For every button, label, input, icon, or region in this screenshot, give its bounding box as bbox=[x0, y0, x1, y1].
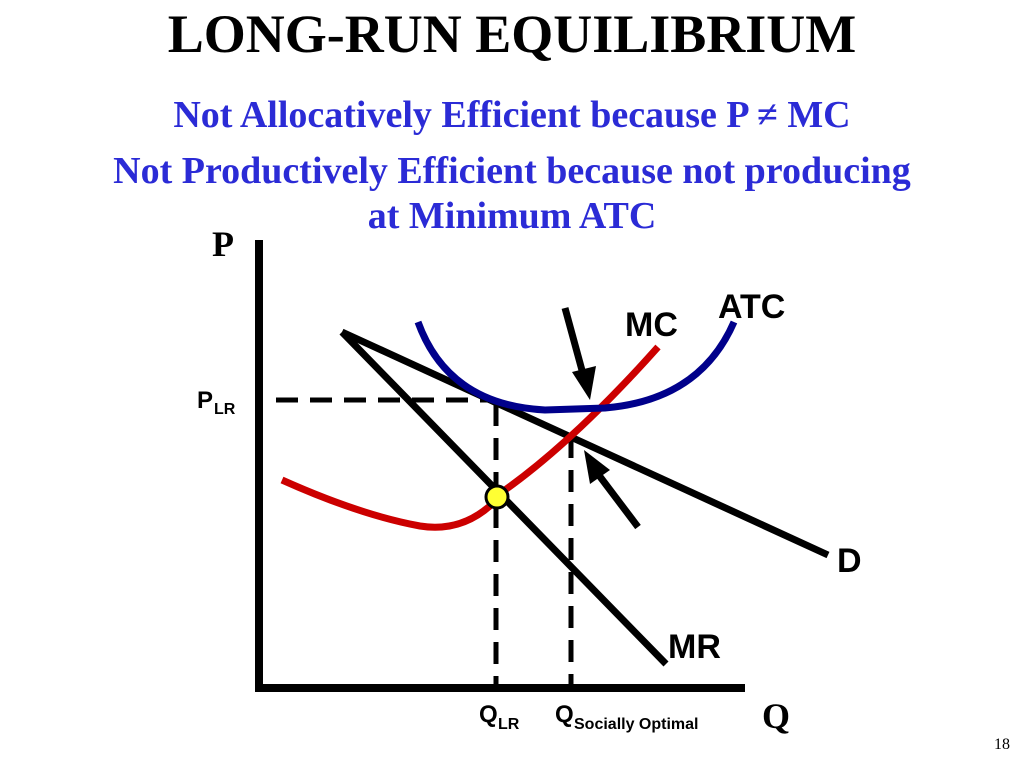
quantity-lr-label: Q LR bbox=[479, 701, 520, 733]
subtitle-productive: Not Productively Efficient because not p… bbox=[113, 150, 911, 192]
y-axis-label: P bbox=[212, 224, 234, 264]
mr-label: MR bbox=[668, 628, 721, 666]
svg-text:LR: LR bbox=[214, 401, 236, 418]
subtitle-allocative: Not Allocatively Efficient because P ≠ M… bbox=[173, 94, 851, 136]
svg-text:Socially Optimal: Socially Optimal bbox=[574, 716, 698, 733]
demand-label: D bbox=[837, 542, 862, 580]
subtitle-productive-cont: at Minimum ATC bbox=[367, 195, 657, 237]
x-axis-label: Q bbox=[762, 696, 790, 736]
slide-title: LONG-RUN EQUILIBRIUM bbox=[167, 4, 857, 64]
page-number: 18 bbox=[994, 736, 1010, 753]
equilibrium-point bbox=[484, 484, 510, 510]
quantity-socially-optimal-label: Q Socially Optimal bbox=[555, 701, 698, 733]
arrow-socially-optimal bbox=[584, 450, 641, 530]
svg-text:LR: LR bbox=[498, 716, 520, 733]
svg-text:Q: Q bbox=[479, 701, 498, 728]
mc-curve bbox=[280, 344, 661, 531]
demand-curve bbox=[340, 328, 830, 559]
arrow-min-atc bbox=[561, 307, 596, 400]
price-lr-label: P LR bbox=[197, 387, 236, 418]
svg-text:Q: Q bbox=[555, 701, 574, 728]
mc-label: MC bbox=[625, 306, 678, 344]
atc-curve bbox=[414, 320, 738, 414]
atc-label: ATC bbox=[718, 288, 785, 326]
svg-text:P: P bbox=[197, 387, 213, 414]
